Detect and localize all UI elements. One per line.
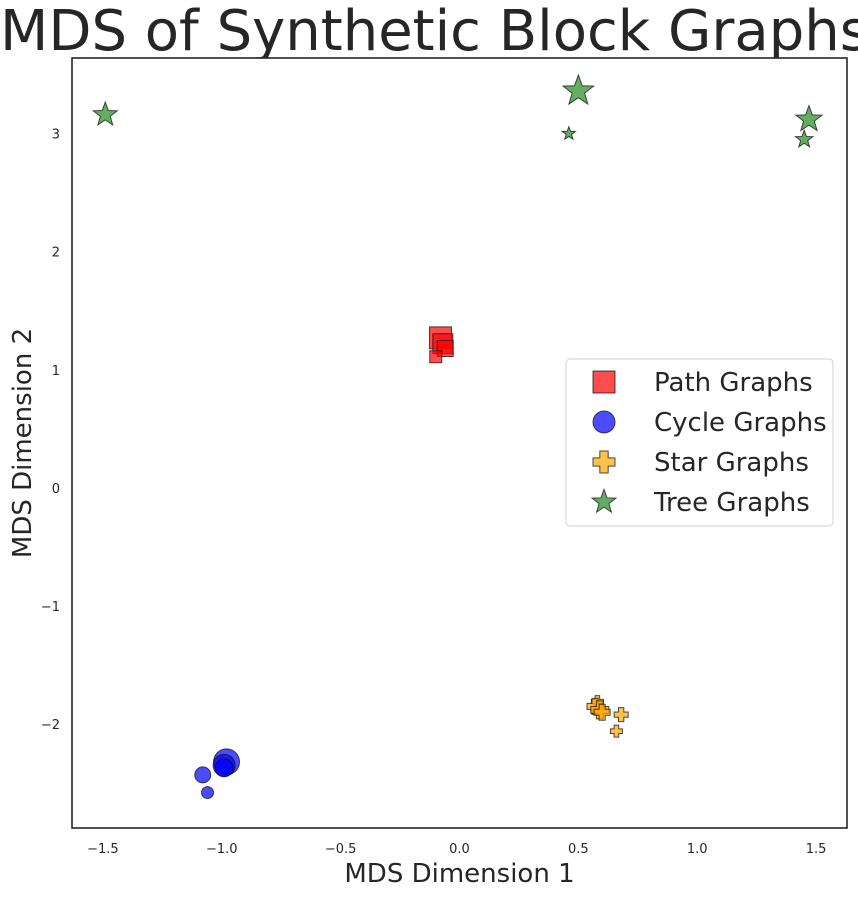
legend-marker <box>590 487 618 514</box>
cycle-graphs-point <box>214 758 234 778</box>
tree-graphs-point <box>560 125 577 141</box>
tree-graphs-point <box>91 100 119 127</box>
x-tick-label: −1.5 <box>87 842 119 857</box>
x-tick-label: −0.5 <box>325 842 357 857</box>
tree-graphs-point <box>794 128 815 149</box>
x-tick-label: −1.0 <box>206 842 238 857</box>
legend-marker <box>592 370 616 394</box>
legend: Path Graphs Cycle Graphs Star Graphs Tree G… <box>565 358 834 527</box>
x-tick-label: 0.0 <box>449 842 470 857</box>
star-graphs-point <box>613 707 629 723</box>
tree-graphs-point <box>561 73 596 106</box>
y-tick-label: −2 <box>41 718 60 733</box>
legend-label: Star Graphs <box>654 448 809 478</box>
y-tick-label: 0 <box>52 482 60 497</box>
x-tick-labels: −1.5 −1.0 −0.5 0.0 0.5 1.0 1.5 <box>87 842 826 857</box>
star-graphs-point <box>609 724 623 738</box>
path-graphs-point <box>429 350 443 364</box>
x-tick-label: 1.5 <box>806 842 827 857</box>
y-tick-label: 2 <box>52 246 60 261</box>
data-points <box>91 73 824 800</box>
cycle-graphs-point <box>194 766 212 784</box>
y-tick-label: −1 <box>41 600 60 615</box>
legend-box <box>565 358 834 527</box>
chart-title: MDS of Synthetic Block Graphs <box>0 0 858 64</box>
legend-marker <box>592 450 616 474</box>
x-tick-label: 0.5 <box>568 842 589 857</box>
cycle-graphs-point <box>201 786 215 800</box>
y-tick-labels: −2 −1 0 1 2 3 <box>41 128 60 733</box>
legend-label: Tree Graphs <box>653 488 810 518</box>
y-tick-label: 1 <box>52 364 60 379</box>
legend-label: Cycle Graphs <box>654 408 827 438</box>
legend-label: Path Graphs <box>654 368 813 398</box>
x-axis-label: MDS Dimension 1 <box>344 859 574 889</box>
star-graphs-point <box>593 703 611 721</box>
tree-graphs-point <box>794 104 824 132</box>
x-tick-label: 1.0 <box>687 842 708 857</box>
y-axis-label: MDS Dimension 2 <box>8 328 38 558</box>
legend-marker <box>592 410 616 434</box>
y-tick-label: 3 <box>52 128 60 143</box>
